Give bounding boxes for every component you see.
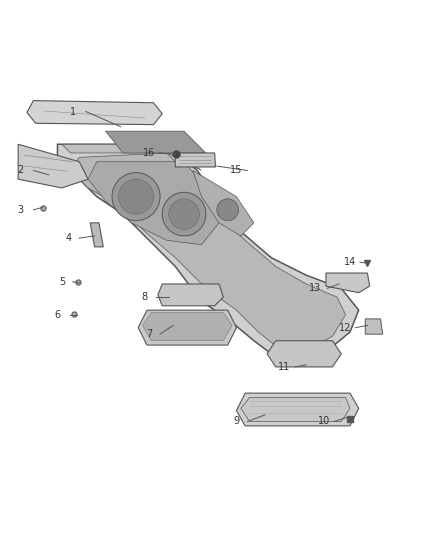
Text: 5: 5 [59, 277, 65, 287]
Text: 7: 7 [146, 329, 152, 339]
Polygon shape [57, 144, 359, 362]
Polygon shape [88, 161, 219, 245]
Polygon shape [18, 144, 88, 188]
Text: 9: 9 [233, 416, 240, 426]
Text: 16: 16 [143, 148, 155, 158]
Polygon shape [237, 393, 359, 426]
Polygon shape [27, 101, 162, 125]
Polygon shape [143, 312, 232, 341]
Text: 1: 1 [70, 107, 76, 117]
Polygon shape [267, 341, 341, 367]
Polygon shape [62, 144, 201, 171]
Polygon shape [175, 153, 215, 167]
Circle shape [119, 179, 153, 214]
Circle shape [162, 192, 206, 236]
Text: 15: 15 [230, 165, 243, 175]
Text: 10: 10 [318, 416, 330, 426]
Circle shape [217, 199, 239, 221]
Polygon shape [326, 273, 370, 293]
Polygon shape [241, 398, 350, 422]
Text: 12: 12 [339, 322, 352, 333]
Polygon shape [193, 171, 254, 236]
Polygon shape [365, 319, 383, 334]
Circle shape [169, 199, 199, 229]
Polygon shape [106, 131, 206, 153]
Text: 3: 3 [17, 205, 23, 215]
Text: 6: 6 [54, 310, 60, 319]
Text: 11: 11 [279, 362, 291, 372]
Polygon shape [138, 310, 237, 345]
Text: 2: 2 [17, 165, 24, 175]
Circle shape [112, 173, 160, 221]
Text: 14: 14 [344, 257, 356, 267]
Text: 4: 4 [65, 233, 71, 243]
Text: 8: 8 [142, 292, 148, 302]
Text: 13: 13 [309, 284, 321, 293]
Polygon shape [71, 153, 346, 350]
Polygon shape [158, 284, 223, 306]
Polygon shape [90, 223, 103, 247]
